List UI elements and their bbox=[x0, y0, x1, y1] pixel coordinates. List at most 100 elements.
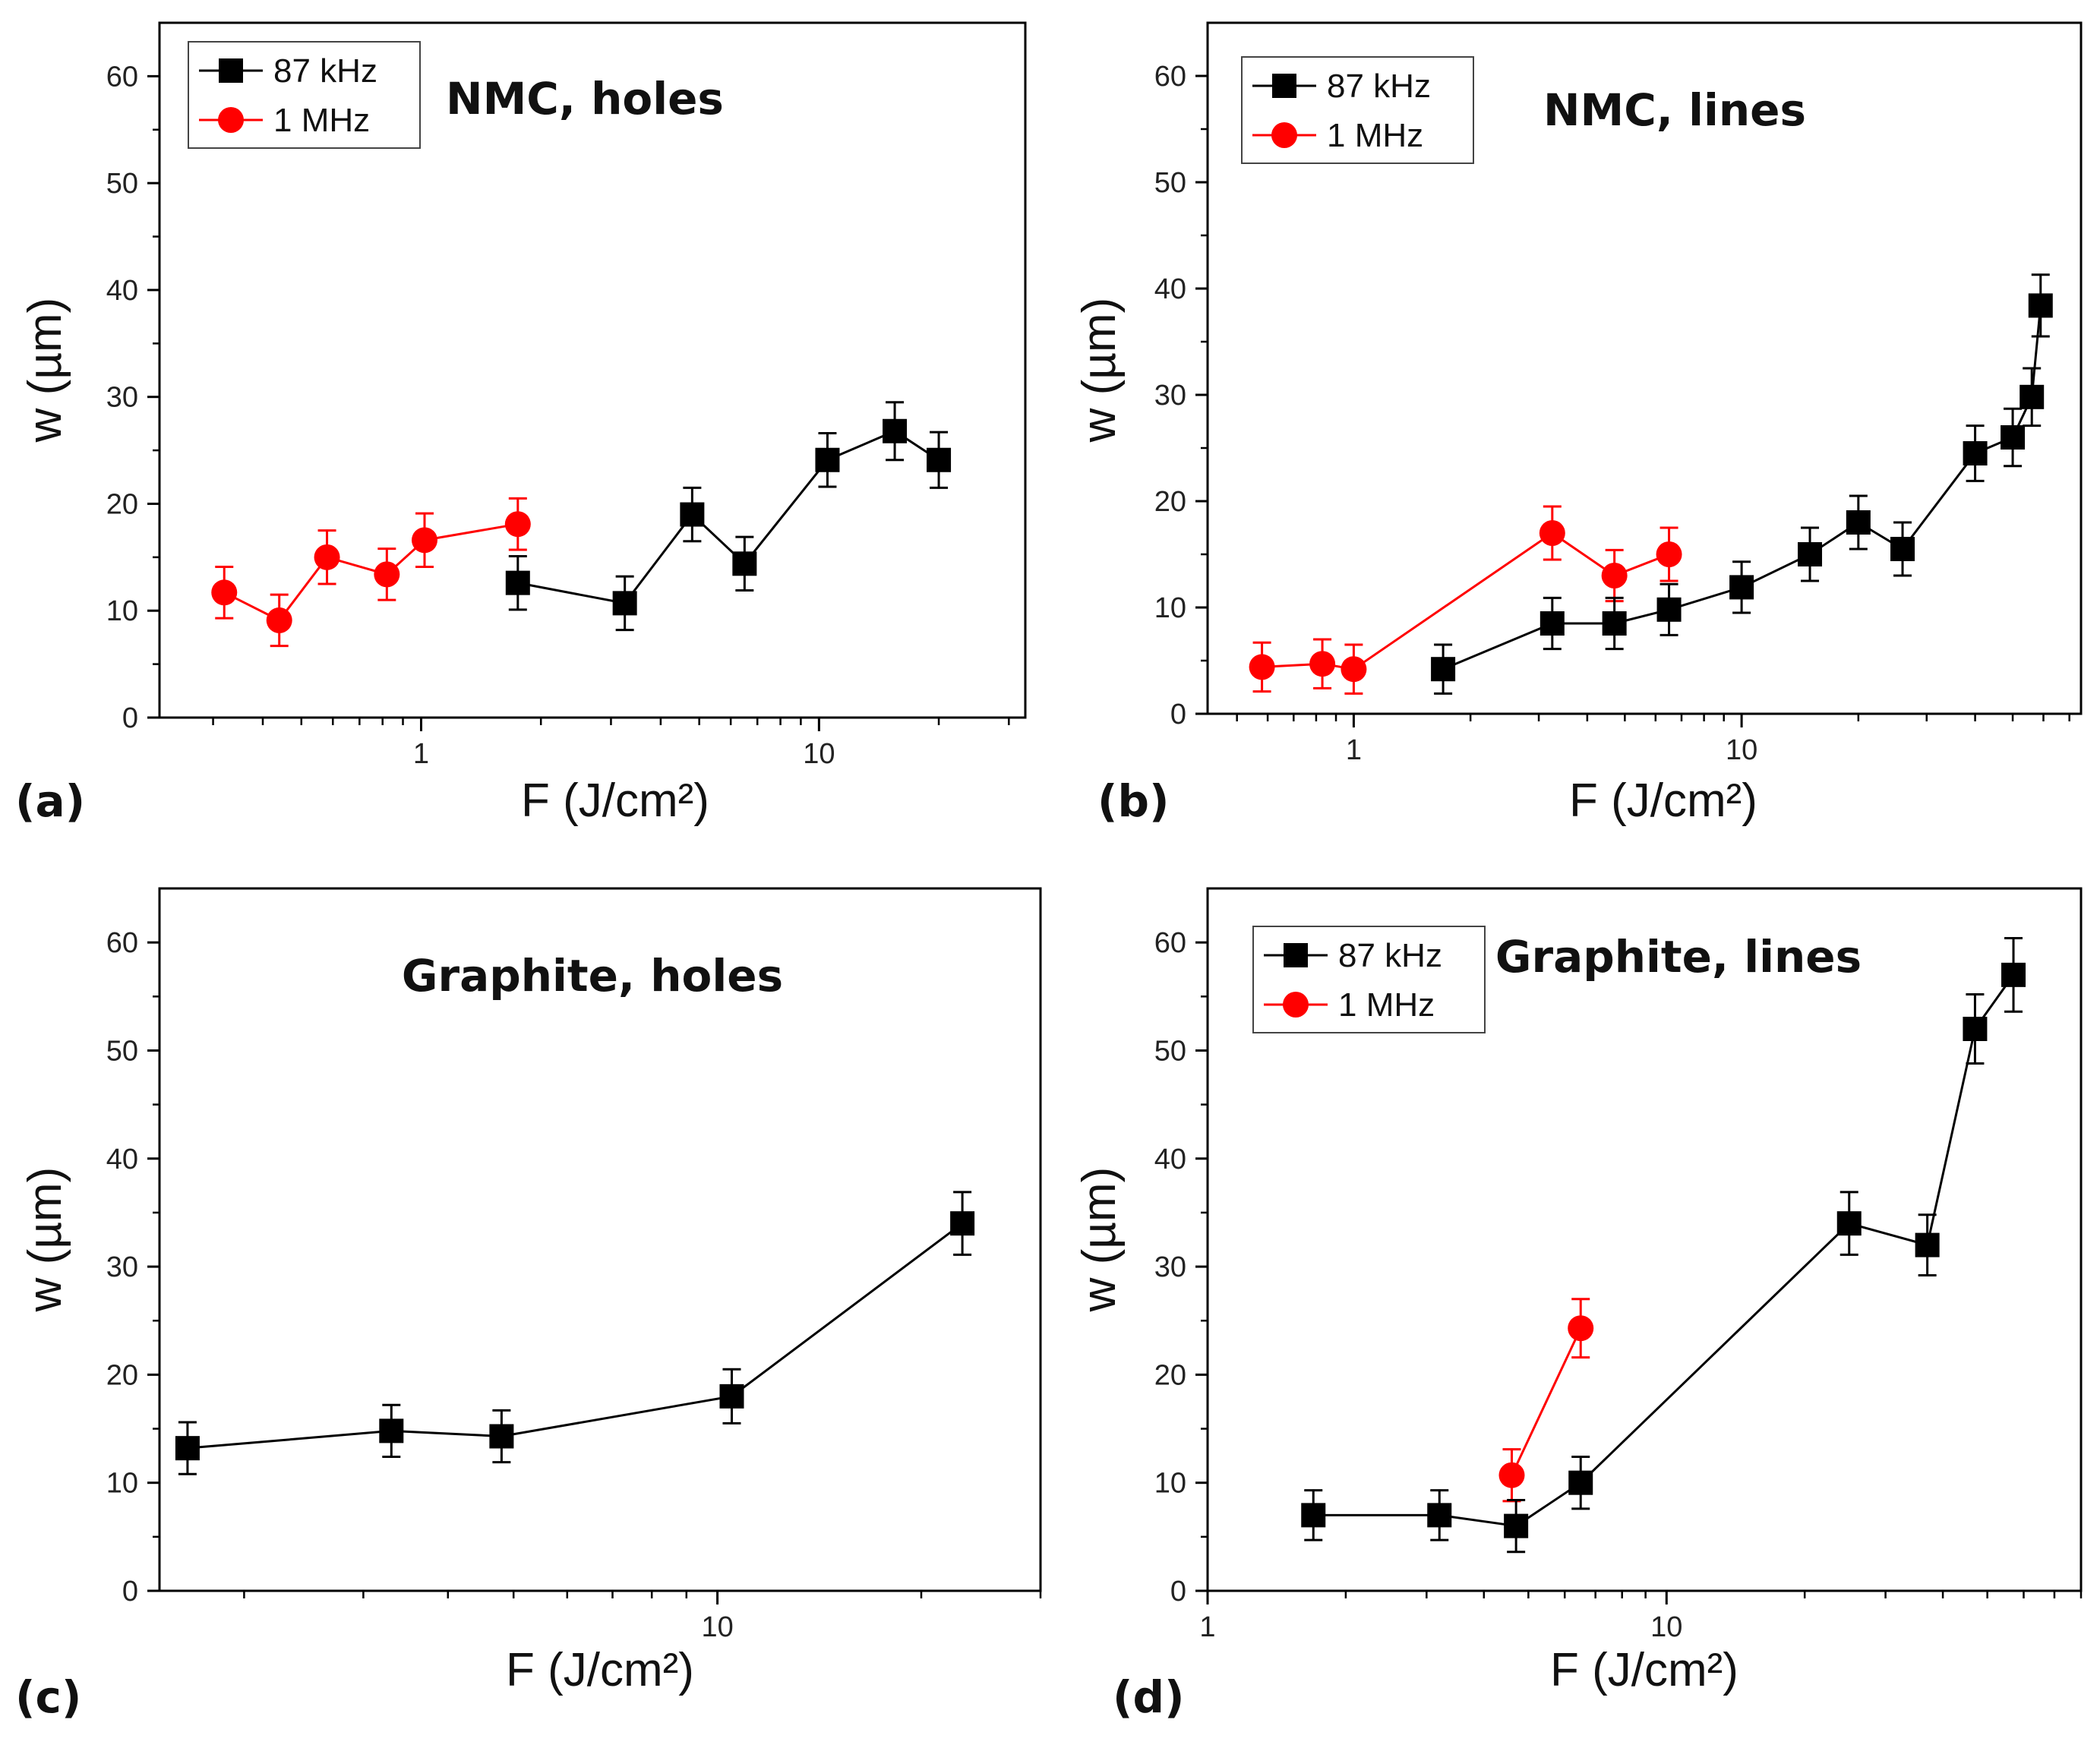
data-point bbox=[719, 1384, 744, 1409]
y-tick-label: 30 bbox=[106, 382, 138, 414]
series-87-khz bbox=[505, 401, 952, 632]
x-tick-label: 10 bbox=[701, 1611, 733, 1643]
data-point bbox=[266, 607, 292, 633]
series-line bbox=[1313, 973, 2015, 1528]
x-tick-label: 1 bbox=[1346, 734, 1362, 766]
data-point bbox=[2019, 384, 2045, 409]
data-point bbox=[2001, 425, 2026, 450]
legend-marker bbox=[1284, 943, 1308, 967]
data-point bbox=[1601, 563, 1628, 588]
legend-marker bbox=[218, 107, 244, 133]
legend: 87 kHz 1 MHz bbox=[1241, 56, 1474, 164]
data-point bbox=[2028, 293, 2053, 318]
data-point bbox=[1602, 611, 1627, 636]
panel-letter: (b) bbox=[1097, 775, 1170, 827]
data-point bbox=[1539, 611, 1565, 636]
y-tick-label: 60 bbox=[1154, 61, 1186, 93]
data-point bbox=[927, 447, 952, 472]
panel-letter: (a) bbox=[15, 775, 85, 827]
series-line bbox=[223, 522, 519, 622]
data-point bbox=[1504, 1513, 1529, 1538]
data-point bbox=[1341, 656, 1367, 683]
series-1-mhz bbox=[211, 497, 531, 648]
series-1-mhz bbox=[1249, 505, 1682, 695]
data-point bbox=[1915, 1232, 1940, 1257]
data-point bbox=[1963, 1017, 1988, 1041]
data-point bbox=[680, 502, 705, 527]
x-axis-title: F (J/cm²) bbox=[506, 1644, 694, 1696]
data-point bbox=[1890, 537, 1915, 561]
series-line bbox=[187, 1222, 964, 1450]
plot-frame bbox=[158, 887, 1042, 1592]
y-tick-label: 20 bbox=[106, 488, 138, 520]
data-point bbox=[732, 551, 757, 576]
y-tick-label: 50 bbox=[1154, 167, 1186, 199]
y-tick-label: 60 bbox=[106, 61, 138, 93]
data-point bbox=[883, 418, 908, 443]
data-point bbox=[379, 1418, 404, 1444]
data-point bbox=[1656, 541, 1682, 567]
series-line bbox=[1511, 1327, 1582, 1476]
data-point bbox=[815, 447, 840, 472]
series-87-khz bbox=[175, 1191, 975, 1475]
legend: 87 kHz 1 MHz bbox=[1252, 926, 1486, 1033]
y-tick-label: 60 bbox=[1154, 927, 1186, 959]
y-tick-label: 10 bbox=[106, 1468, 138, 1500]
series-line bbox=[517, 430, 939, 605]
data-point bbox=[1568, 1315, 1594, 1342]
series-1-mhz bbox=[1498, 1298, 1594, 1503]
legend-label: 1 MHz bbox=[273, 102, 370, 139]
series-line bbox=[1442, 305, 2042, 670]
legend-marker bbox=[1272, 74, 1296, 98]
y-tick-label: 0 bbox=[122, 702, 138, 734]
y-tick-label: 20 bbox=[106, 1359, 138, 1391]
data-point bbox=[1249, 654, 1275, 680]
legend-marker bbox=[1283, 992, 1309, 1018]
x-tick-label: 1 bbox=[413, 738, 429, 770]
x-axis-title: F (J/cm²) bbox=[1550, 1644, 1738, 1696]
panel-title: Graphite, lines bbox=[1495, 931, 1862, 983]
data-point bbox=[211, 579, 238, 606]
x-axis-title: F (J/cm²) bbox=[521, 775, 709, 827]
y-tick-label: 10 bbox=[1154, 592, 1186, 624]
legend-label: 1 MHz bbox=[1338, 986, 1435, 1024]
x-axis-title: F (J/cm²) bbox=[1569, 775, 1757, 827]
y-tick-label: 40 bbox=[1154, 273, 1186, 305]
series-87-khz bbox=[1431, 273, 2053, 695]
data-point bbox=[1963, 441, 1988, 465]
panel-letter: (d) bbox=[1113, 1671, 1185, 1723]
data-point bbox=[1568, 1470, 1593, 1495]
x-tick-label: 1 bbox=[1199, 1611, 1215, 1643]
y-tick-label: 30 bbox=[1154, 1251, 1186, 1283]
plot-frame bbox=[1206, 887, 2083, 1592]
y-tick-label: 20 bbox=[1154, 1359, 1186, 1391]
y-axis-title: w (µm) bbox=[1073, 1167, 1126, 1313]
data-point bbox=[612, 591, 637, 616]
legend-label: 1 MHz bbox=[1327, 117, 1423, 154]
x-tick-label: 10 bbox=[1650, 1611, 1682, 1643]
data-point bbox=[504, 511, 531, 538]
data-point bbox=[1498, 1462, 1525, 1488]
legend-label: 87 kHz bbox=[1327, 68, 1431, 105]
y-tick-label: 50 bbox=[1154, 1035, 1186, 1067]
panel-a: 0 10 20 30 40 50 60 1 10 F (J/cm²) w (µm) NMC, hole… bbox=[15, 21, 1027, 827]
data-point bbox=[1729, 575, 1754, 600]
y-tick-label: 60 bbox=[106, 927, 138, 959]
y-tick-label: 0 bbox=[122, 1576, 138, 1608]
data-point bbox=[374, 561, 400, 588]
legend-marker bbox=[219, 58, 243, 83]
data-point bbox=[2001, 962, 2026, 987]
y-tick-label: 40 bbox=[106, 1144, 138, 1175]
data-point bbox=[1301, 1503, 1326, 1528]
data-point bbox=[1836, 1211, 1862, 1236]
panel-title: NMC, holes bbox=[446, 73, 724, 125]
data-point bbox=[489, 1424, 514, 1449]
data-point bbox=[314, 544, 340, 570]
data-point bbox=[1656, 597, 1682, 622]
panel-title: NMC, lines bbox=[1543, 84, 1806, 136]
panel-title: Graphite, holes bbox=[402, 950, 783, 1002]
y-tick-label: 40 bbox=[1154, 1144, 1186, 1175]
